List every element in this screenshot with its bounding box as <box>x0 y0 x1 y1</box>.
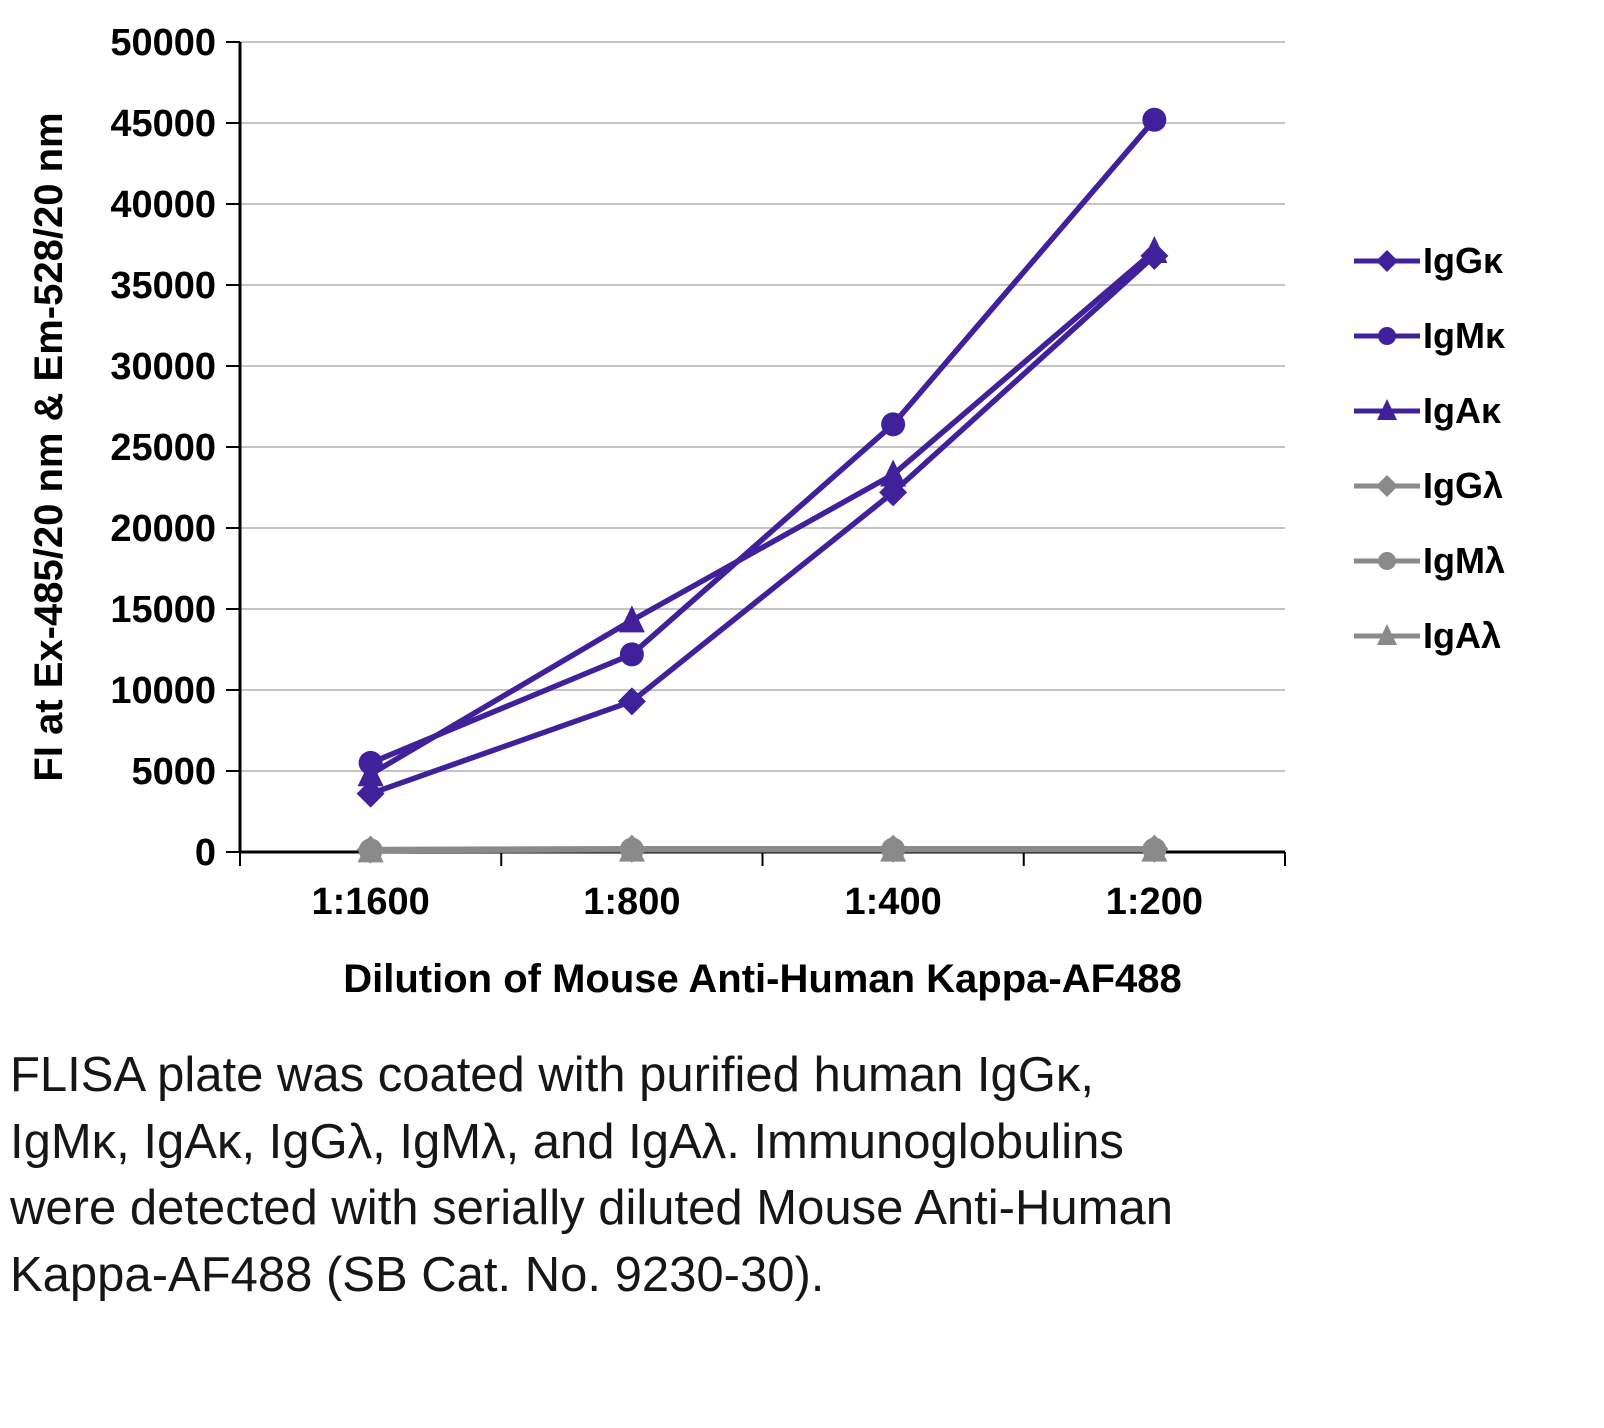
diamond-marker <box>617 687 646 716</box>
legend-swatch <box>1354 475 1420 497</box>
x-tick-label: 1:1600 <box>311 881 429 923</box>
circle-marker <box>1378 327 1396 345</box>
legend-item: IgGλ <box>1352 465 1505 507</box>
y-tick-label: 10000 <box>110 670 216 712</box>
diamond-marker <box>1376 250 1398 272</box>
x-tick-label: 1:200 <box>1106 881 1203 923</box>
triangle-marker <box>357 835 384 863</box>
triangle-marker <box>880 459 907 487</box>
series-line <box>367 248 1158 777</box>
legend-swatch <box>1354 327 1420 345</box>
y-tick-label: 35000 <box>110 265 216 307</box>
y-tick-label: 50000 <box>110 22 216 64</box>
series-line <box>367 117 1158 766</box>
triangle-marker <box>618 834 645 862</box>
y-tick-label: 30000 <box>110 346 216 388</box>
legend-item: IgAλ <box>1352 615 1505 657</box>
legend-swatch <box>1354 250 1420 272</box>
circle-marker <box>1378 552 1396 570</box>
legend-swatch <box>1354 552 1420 570</box>
circle-marker <box>619 642 644 667</box>
y-tick-label: 25000 <box>110 427 216 469</box>
triangle-marker <box>1377 624 1397 645</box>
y-tick-label: 15000 <box>110 589 216 631</box>
legend-label: IgAκ <box>1423 390 1502 431</box>
y-axis-title: FI at Ex-485/20 nm & Em-528/20 nm <box>27 112 71 781</box>
triangle-marker <box>880 834 907 862</box>
legend-swatch <box>1354 399 1420 420</box>
y-tick-label: 5000 <box>131 751 216 793</box>
triangle-marker <box>618 605 645 633</box>
y-tick-label: 45000 <box>110 103 216 145</box>
y-tick-label: 0 <box>195 832 216 874</box>
x-axis-title: Dilution of Mouse Anti-Human Kappa-AF488 <box>343 957 1182 1001</box>
legend-item: IgGκ <box>1352 240 1505 282</box>
x-tick-label: 1:400 <box>845 881 942 923</box>
series-line <box>367 253 1158 797</box>
legend-label: IgMκ <box>1423 315 1506 356</box>
legend-label: IgGλ <box>1423 465 1504 506</box>
legend-swatch <box>1354 624 1420 645</box>
diamond-marker <box>1376 475 1398 497</box>
line-chart: 0 5000 10000 15000 20000 25000 30000 35000 40000… <box>27 22 1286 1001</box>
figure-caption: FLISA plate was coated with purified hum… <box>10 1048 1173 1302</box>
legend: IgGκ IgMκ IgAκ IgGλ IgMλ IgAλ <box>1352 240 1505 657</box>
legend-item: IgAκ <box>1352 390 1505 432</box>
triangle-marker <box>1141 834 1168 862</box>
diamond-marker <box>356 779 385 808</box>
y-tick-label: 40000 <box>110 184 216 226</box>
legend-label: IgAλ <box>1423 615 1502 656</box>
legend-item: IgMλ <box>1352 540 1505 582</box>
circle-marker <box>881 412 906 437</box>
series-line <box>367 846 1158 854</box>
y-tick-label: 20000 <box>110 508 216 550</box>
legend-item: IgMκ <box>1352 315 1505 357</box>
triangle-marker <box>1377 399 1397 420</box>
triangle-marker <box>357 759 384 787</box>
circle-marker <box>1142 107 1167 132</box>
legend-label: IgMλ <box>1423 540 1506 581</box>
legend-label: IgGκ <box>1423 240 1504 281</box>
x-tick-label: 1:800 <box>583 881 680 923</box>
triangle-marker <box>1141 235 1168 263</box>
